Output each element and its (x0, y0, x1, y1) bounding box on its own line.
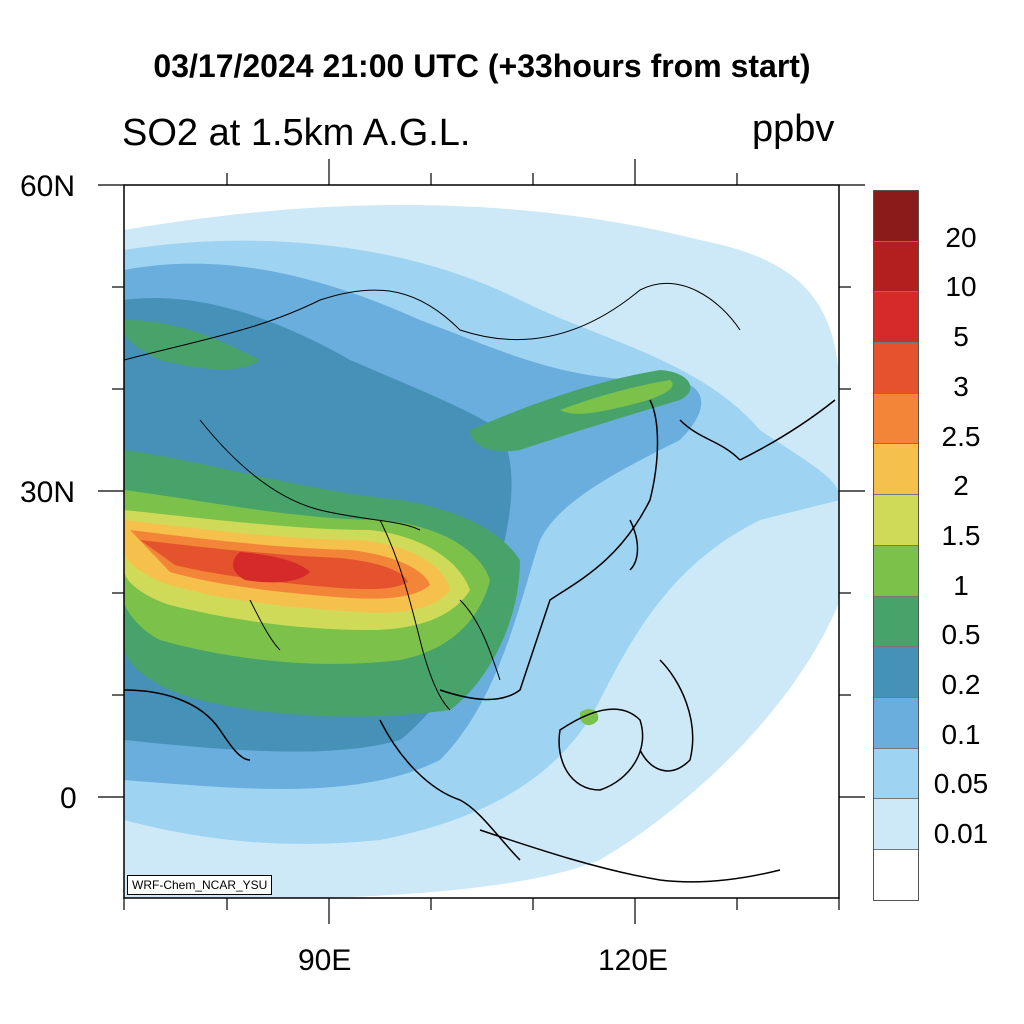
lon-label-120e: 120E (598, 944, 669, 977)
legend-swatch (874, 848, 918, 900)
map-title: 03/17/2024 21:00 UTC (+33hours from star… (153, 48, 811, 84)
legend-swatch (874, 544, 918, 596)
lat-label-30n: 30N (20, 476, 76, 509)
legend-label: 1.5 (941, 519, 981, 551)
lat-label-60n: 60N (20, 170, 76, 203)
legend-label: 0.01 (933, 818, 989, 850)
legend-swatch (874, 646, 918, 697)
legend-label: 2 (953, 470, 969, 502)
legend-swatch (874, 443, 918, 495)
legend-label: 1 (953, 569, 969, 601)
color-legend (873, 190, 919, 901)
legend-label: 3 (953, 370, 969, 402)
legend-swatch (874, 240, 918, 292)
legend-swatch (874, 798, 918, 849)
country-borders (124, 283, 741, 711)
legend-label: 0.2 (941, 669, 981, 700)
legend-label: 20 (945, 221, 977, 253)
legend-label: 2.5 (941, 420, 981, 452)
map-frame (123, 184, 840, 899)
lat-label-0: 0 (60, 782, 77, 815)
legend-swatch (874, 696, 918, 748)
legend-label: 5 (953, 321, 969, 353)
legend-label: 10 (945, 271, 977, 303)
legend-swatch (874, 342, 918, 393)
legend-swatch (874, 291, 918, 343)
legend-swatch (874, 595, 918, 647)
legend-label: 0.05 (933, 768, 989, 800)
axis-ticks (98, 159, 865, 924)
units-label: ppbv (752, 108, 835, 150)
field-northwest-band (124, 320, 260, 370)
variable-subtitle: SO2 at 1.5km A.G.L. (122, 112, 471, 154)
legend-swatch (874, 494, 918, 545)
coastlines (124, 399, 836, 883)
legend-label: 0.5 (941, 619, 981, 651)
lon-label-90e: 90E (298, 944, 352, 977)
field-northchina-core (560, 380, 673, 414)
legend-swatch (874, 392, 918, 444)
field-5 (233, 552, 310, 583)
legend-swatch (874, 747, 918, 799)
legend-label: 0.1 (941, 718, 981, 750)
model-credit-label: WRF-Chem_NCAR_YSU (127, 875, 273, 895)
legend-swatch (874, 191, 918, 241)
